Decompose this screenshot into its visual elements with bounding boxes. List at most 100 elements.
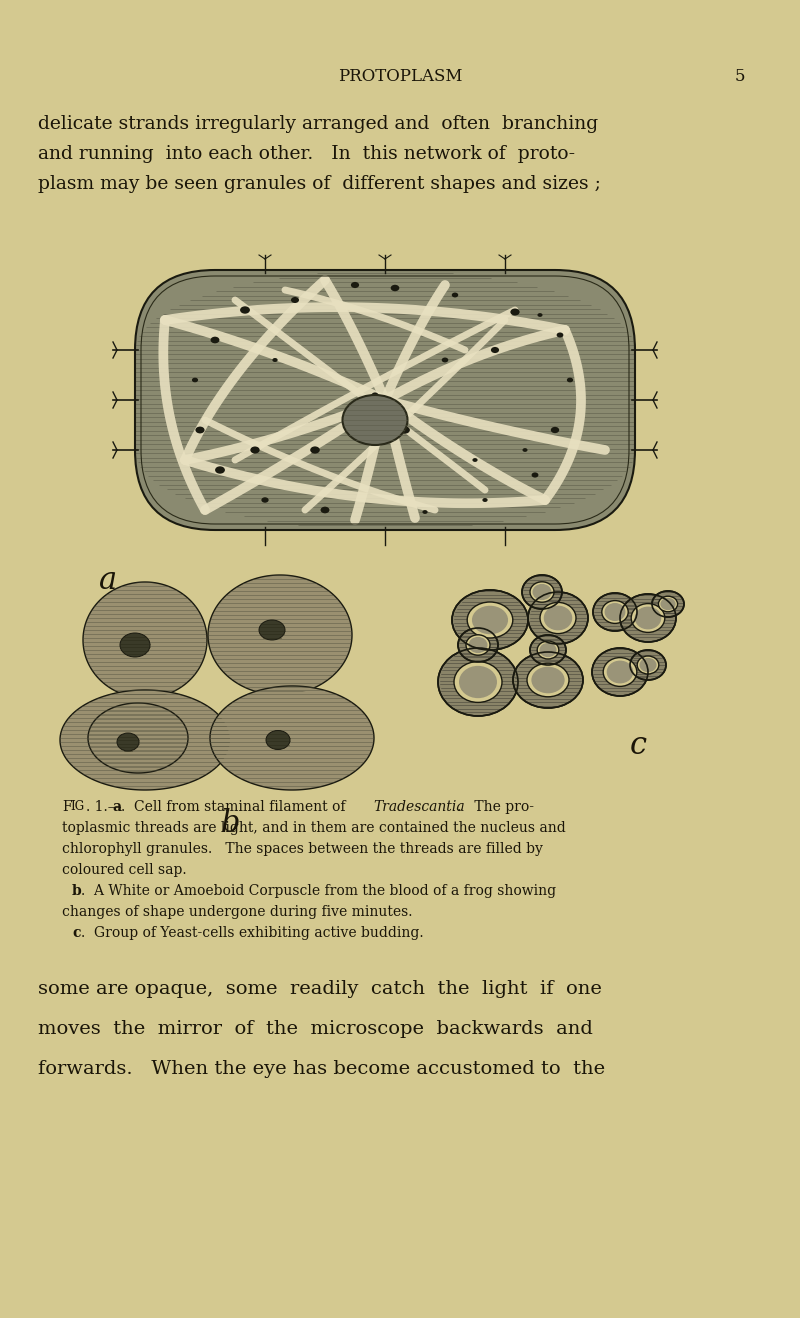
Ellipse shape: [482, 498, 488, 502]
Ellipse shape: [567, 378, 573, 382]
Text: plasm may be seen granules of  different shapes and sizes ;: plasm may be seen granules of different …: [38, 175, 601, 192]
Text: forwards.   When the eye has become accustomed to  the: forwards. When the eye has become accust…: [38, 1060, 605, 1078]
Text: F: F: [62, 800, 72, 815]
Ellipse shape: [438, 648, 518, 716]
Ellipse shape: [452, 293, 458, 298]
Ellipse shape: [442, 357, 448, 362]
Ellipse shape: [634, 606, 662, 630]
Ellipse shape: [240, 306, 250, 314]
Ellipse shape: [531, 667, 565, 693]
Polygon shape: [83, 583, 207, 699]
Text: PROTOPLASM: PROTOPLASM: [338, 69, 462, 84]
Polygon shape: [210, 685, 374, 789]
Text: b: b: [220, 808, 240, 840]
Text: coloured cell sap.: coloured cell sap.: [62, 863, 186, 876]
Ellipse shape: [631, 604, 665, 633]
Ellipse shape: [606, 660, 634, 684]
Ellipse shape: [522, 448, 527, 452]
Ellipse shape: [538, 641, 558, 659]
Ellipse shape: [638, 656, 659, 673]
Ellipse shape: [530, 581, 554, 602]
Ellipse shape: [540, 602, 576, 634]
Ellipse shape: [459, 666, 497, 699]
Ellipse shape: [522, 575, 562, 609]
Ellipse shape: [473, 459, 478, 461]
Text: a: a: [99, 565, 117, 596]
Ellipse shape: [458, 627, 498, 662]
Ellipse shape: [469, 637, 487, 654]
Text: 5: 5: [734, 69, 746, 84]
Text: a: a: [112, 800, 121, 815]
Ellipse shape: [605, 602, 626, 621]
Ellipse shape: [472, 606, 508, 634]
Ellipse shape: [422, 510, 427, 514]
Ellipse shape: [593, 593, 637, 631]
Text: .  Group of Yeast-cells exhibiting active budding.: . Group of Yeast-cells exhibiting active…: [81, 927, 424, 940]
Ellipse shape: [259, 619, 285, 641]
Ellipse shape: [661, 598, 675, 610]
Ellipse shape: [530, 635, 566, 666]
Ellipse shape: [602, 601, 628, 623]
Ellipse shape: [120, 633, 150, 656]
Text: . 1.—: . 1.—: [86, 800, 122, 815]
Text: .  Cell from staminal filament of: . Cell from staminal filament of: [121, 800, 350, 815]
Polygon shape: [88, 702, 188, 772]
Ellipse shape: [192, 378, 198, 382]
Ellipse shape: [620, 594, 676, 642]
Ellipse shape: [452, 590, 528, 650]
Text: toplasmic threads are light, and in them are contained the nucleus and: toplasmic threads are light, and in them…: [62, 821, 566, 836]
Text: changes of shape undergone during five minutes.: changes of shape undergone during five m…: [62, 905, 413, 919]
Ellipse shape: [291, 297, 299, 303]
Text: b: b: [72, 884, 82, 898]
Ellipse shape: [527, 663, 569, 697]
Ellipse shape: [400, 426, 410, 434]
Ellipse shape: [195, 427, 205, 434]
Ellipse shape: [321, 506, 330, 513]
Ellipse shape: [262, 497, 269, 502]
Ellipse shape: [215, 467, 225, 473]
Ellipse shape: [372, 393, 378, 398]
Ellipse shape: [250, 447, 260, 453]
Text: .  A White or Amoeboid Corpuscle from the blood of a frog showing: . A White or Amoeboid Corpuscle from the…: [81, 884, 556, 898]
Ellipse shape: [351, 282, 359, 289]
Ellipse shape: [310, 447, 320, 453]
Ellipse shape: [658, 596, 678, 612]
Ellipse shape: [266, 730, 290, 750]
Polygon shape: [208, 575, 352, 695]
Ellipse shape: [538, 314, 542, 316]
Ellipse shape: [551, 427, 559, 434]
Text: some are opaque,  some  readily  catch  the  light  if  one: some are opaque, some readily catch the …: [38, 981, 602, 998]
FancyBboxPatch shape: [135, 270, 635, 530]
Ellipse shape: [466, 635, 490, 655]
Ellipse shape: [342, 418, 348, 422]
Ellipse shape: [510, 308, 520, 315]
Ellipse shape: [491, 347, 499, 353]
Text: c: c: [72, 927, 81, 940]
Ellipse shape: [531, 472, 538, 477]
Text: c: c: [630, 730, 646, 760]
Ellipse shape: [342, 395, 407, 445]
Ellipse shape: [454, 662, 502, 702]
Text: IG: IG: [70, 800, 84, 813]
Ellipse shape: [557, 332, 563, 337]
Ellipse shape: [210, 336, 219, 343]
Polygon shape: [60, 691, 230, 789]
Ellipse shape: [513, 652, 583, 708]
Ellipse shape: [528, 592, 588, 645]
Ellipse shape: [117, 733, 139, 751]
Text: chlorophyll granules.   The spaces between the threads are filled by: chlorophyll granules. The spaces between…: [62, 842, 543, 855]
Ellipse shape: [272, 358, 278, 362]
Ellipse shape: [603, 658, 637, 687]
Ellipse shape: [544, 606, 572, 630]
Ellipse shape: [390, 285, 399, 291]
Ellipse shape: [630, 650, 666, 680]
Text: moves  the  mirror  of  the  microscope  backwards  and: moves the mirror of the microscope backw…: [38, 1020, 593, 1039]
Text: delicate strands irregularly arranged and  often  branching: delicate strands irregularly arranged an…: [38, 115, 598, 133]
Ellipse shape: [539, 643, 557, 658]
Ellipse shape: [639, 658, 657, 672]
Text: .   The pro-: . The pro-: [457, 800, 534, 815]
Text: Tradescantia: Tradescantia: [373, 800, 465, 815]
Text: and running  into each other.   In  this network of  proto-: and running into each other. In this net…: [38, 145, 575, 163]
Ellipse shape: [467, 602, 513, 638]
Ellipse shape: [592, 648, 648, 696]
